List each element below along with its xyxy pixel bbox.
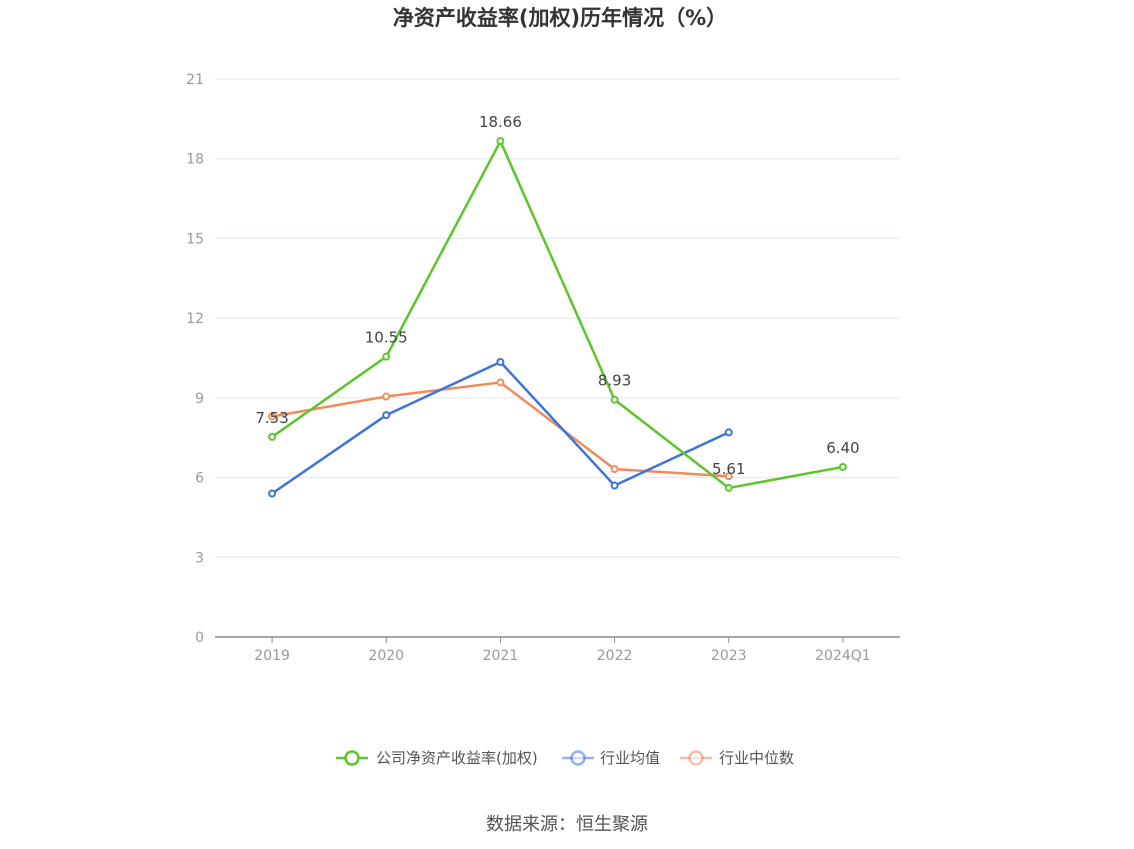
data-point[interactable]	[724, 428, 733, 437]
data-point[interactable]	[610, 395, 619, 404]
data-point[interactable]	[610, 465, 619, 474]
data-point[interactable]	[382, 352, 391, 361]
x-tick-label: 2023	[711, 648, 747, 664]
data-point[interactable]	[496, 137, 505, 146]
grid-lines	[215, 78, 900, 558]
data-label: 18.66	[479, 113, 522, 131]
data-point[interactable]	[496, 357, 505, 366]
x-tick-label: 2022	[597, 648, 633, 664]
data-label: 6.40	[826, 439, 859, 457]
y-tick-label: 12	[186, 311, 204, 327]
y-tick-label: 9	[195, 391, 204, 407]
x-tick-label: 2019	[254, 648, 290, 664]
data-label: 5.61	[712, 460, 745, 478]
data-point[interactable]	[268, 412, 277, 421]
data-point[interactable]	[724, 483, 733, 492]
source-text: 数据来源：恒生聚源	[486, 814, 648, 835]
data-labels: 7.53 10.55 18.66 8.93 5.61 6.40	[255, 113, 859, 478]
data-point[interactable]	[610, 481, 619, 490]
legend-item-1[interactable]: 行业均值	[562, 749, 660, 767]
series-lines	[268, 137, 847, 498]
data-point[interactable]	[382, 392, 391, 401]
data-point[interactable]	[838, 462, 847, 471]
data-point[interactable]	[724, 472, 733, 481]
x-tick-label: 2024Q1	[815, 648, 871, 664]
x-axis: 2019 2020 2021 2022 2023 2024Q1	[215, 636, 900, 664]
legend-marker	[344, 750, 360, 766]
legend[interactable]: 公司净资产收益率(加权) 行业均值 行业中位数	[336, 749, 794, 767]
legend-marker	[688, 750, 704, 766]
y-tick-label: 6	[195, 471, 204, 487]
y-tick-label: 21	[186, 72, 204, 88]
data-label: 8.93	[598, 372, 631, 390]
y-tick-label: 18	[186, 152, 204, 168]
data-point[interactable]	[382, 411, 391, 420]
x-tick-label: 2021	[483, 648, 519, 664]
legend-label: 行业中位数	[719, 749, 794, 767]
data-point[interactable]	[496, 378, 505, 387]
y-tick-label: 15	[186, 231, 204, 247]
series-line-2	[271, 381, 729, 478]
data-point[interactable]	[268, 432, 277, 441]
legend-marker	[570, 750, 586, 766]
y-tick-label: 3	[195, 550, 204, 566]
x-tick-label: 2020	[368, 648, 404, 664]
legend-item-0[interactable]: 公司净资产收益率(加权)	[336, 749, 538, 767]
legend-item-2[interactable]: 行业中位数	[680, 749, 794, 767]
y-tick-label: 0	[195, 630, 204, 646]
legend-label: 公司净资产收益率(加权)	[376, 749, 538, 767]
series-line-0	[271, 139, 844, 490]
data-label: 7.53	[255, 409, 288, 427]
data-point[interactable]	[268, 489, 277, 498]
data-label: 10.55	[365, 329, 408, 347]
y-axis-ticks: 0 3 6 9 12 15 18 21	[186, 72, 204, 646]
chart-title: 净资产收益率(加权)历年情况（%）	[393, 6, 727, 30]
legend-label: 行业均值	[600, 749, 660, 767]
